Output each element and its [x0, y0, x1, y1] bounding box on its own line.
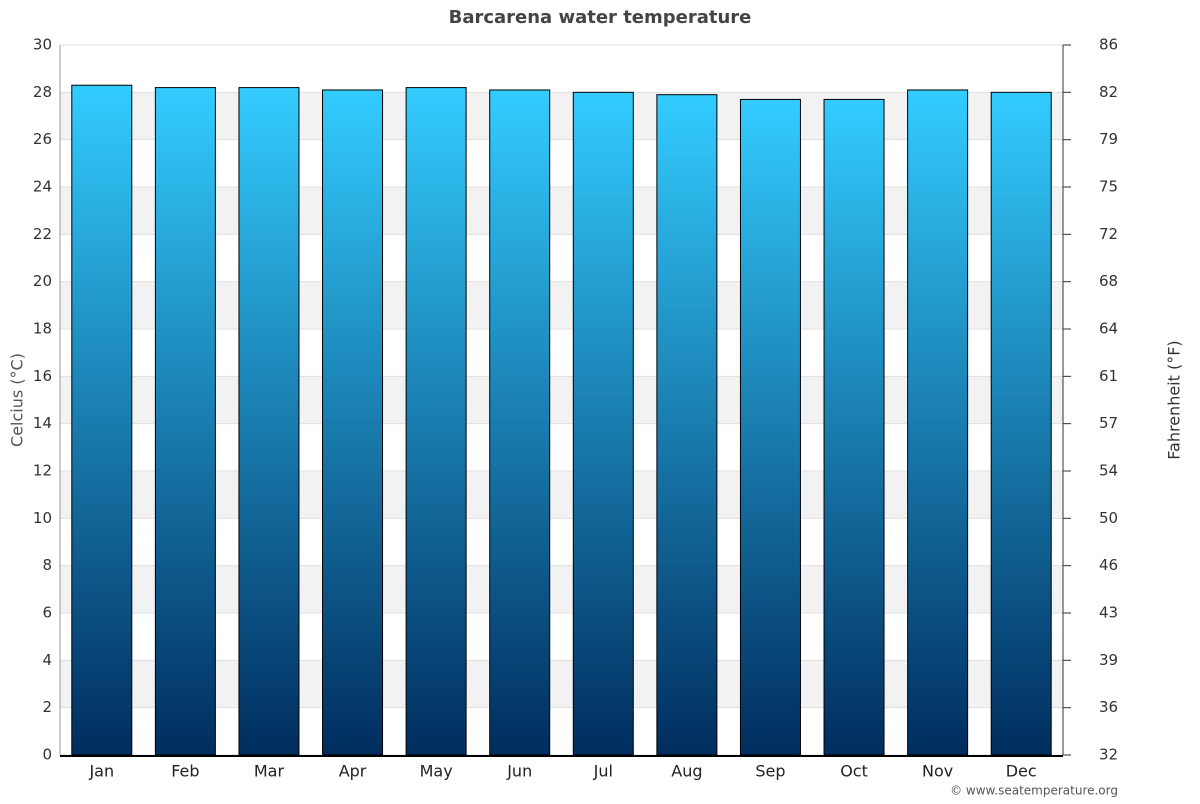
- x-tick-label: Nov: [922, 762, 953, 781]
- bar: [238, 87, 300, 756]
- bar: [990, 91, 1052, 756]
- grid-band: [60, 660, 1063, 708]
- y-tick-label: 18: [33, 320, 52, 338]
- y-axis-label: Celcius (°C): [8, 353, 27, 447]
- bar: [154, 87, 216, 756]
- bar: [322, 89, 384, 756]
- y-tick-label: 12: [33, 462, 52, 480]
- y2-tick-label: 57: [1099, 414, 1118, 432]
- y-tick-label: 2: [42, 698, 52, 716]
- y2-tick-label: 46: [1099, 556, 1118, 574]
- grid-band: [60, 471, 1063, 519]
- y-tick-label: 30: [33, 36, 52, 54]
- x-tick-label: Apr: [339, 762, 367, 781]
- y-tick-label: 8: [42, 556, 52, 574]
- grid-band: [60, 281, 1063, 329]
- y-tick-label: 10: [33, 509, 52, 527]
- y2-tick-label: 61: [1099, 367, 1118, 385]
- bar: [405, 87, 467, 756]
- chart-title: Barcarena water temperature: [449, 7, 752, 28]
- y-tick-label: 0: [42, 746, 52, 764]
- grid-band: [60, 565, 1063, 613]
- bar: [71, 84, 133, 756]
- x-tick-label: Feb: [171, 762, 199, 781]
- y-tick-label: 26: [33, 130, 52, 148]
- y-tick-label: 6: [42, 604, 52, 622]
- y2-tick-label: 75: [1099, 178, 1118, 196]
- y2-tick-label: 64: [1099, 320, 1118, 338]
- x-tick-label: Dec: [1006, 762, 1037, 781]
- x-tick-label: May: [420, 762, 453, 781]
- bar: [823, 98, 885, 756]
- x-tick-label: Jul: [593, 762, 613, 781]
- y2-tick-label: 50: [1099, 509, 1118, 527]
- y2-axis-label: Fahrenheit (°F): [1165, 340, 1184, 459]
- grid-band: [60, 92, 1063, 140]
- credit: © www.seatemperature.org: [950, 784, 1118, 798]
- y-tick-label: 16: [33, 367, 52, 385]
- x-tick-label: Jun: [506, 762, 532, 781]
- x-tick-label: Oct: [840, 762, 868, 781]
- y2-tick-label: 36: [1099, 698, 1118, 716]
- y2-tick-label: 79: [1099, 130, 1118, 148]
- y2-tick-label: 86: [1099, 36, 1118, 54]
- bar: [572, 91, 634, 756]
- y2-tick-label: 68: [1099, 272, 1118, 290]
- x-tick-label: Jan: [88, 762, 114, 781]
- grid-band: [60, 187, 1063, 235]
- y2-tick-label: 43: [1099, 604, 1118, 622]
- bar: [739, 98, 801, 756]
- y2-tick-label: 82: [1099, 83, 1118, 101]
- bar: [656, 94, 718, 756]
- x-tick-label: Mar: [254, 762, 285, 781]
- y-tick-label: 28: [33, 83, 52, 101]
- y-tick-label: 24: [33, 178, 52, 196]
- y-tick-label: 4: [42, 651, 52, 669]
- x-tick-label: Aug: [671, 762, 702, 781]
- x-tick-label: Sep: [755, 762, 785, 781]
- y2-tick-label: 54: [1099, 462, 1118, 480]
- y-tick-label: 20: [33, 272, 52, 290]
- grid-band: [60, 376, 1063, 424]
- y-tick-label: 14: [33, 414, 52, 432]
- y2-tick-label: 39: [1099, 651, 1118, 669]
- y2-tick-label: 32: [1099, 746, 1118, 764]
- bar: [907, 89, 969, 756]
- y2-tick-label: 72: [1099, 225, 1118, 243]
- bar: [489, 89, 551, 756]
- y-tick-label: 22: [33, 225, 52, 243]
